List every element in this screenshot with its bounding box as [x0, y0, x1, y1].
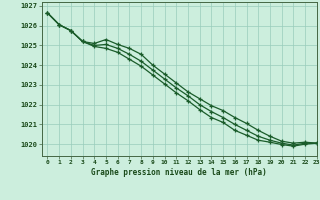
X-axis label: Graphe pression niveau de la mer (hPa): Graphe pression niveau de la mer (hPa): [91, 168, 267, 177]
